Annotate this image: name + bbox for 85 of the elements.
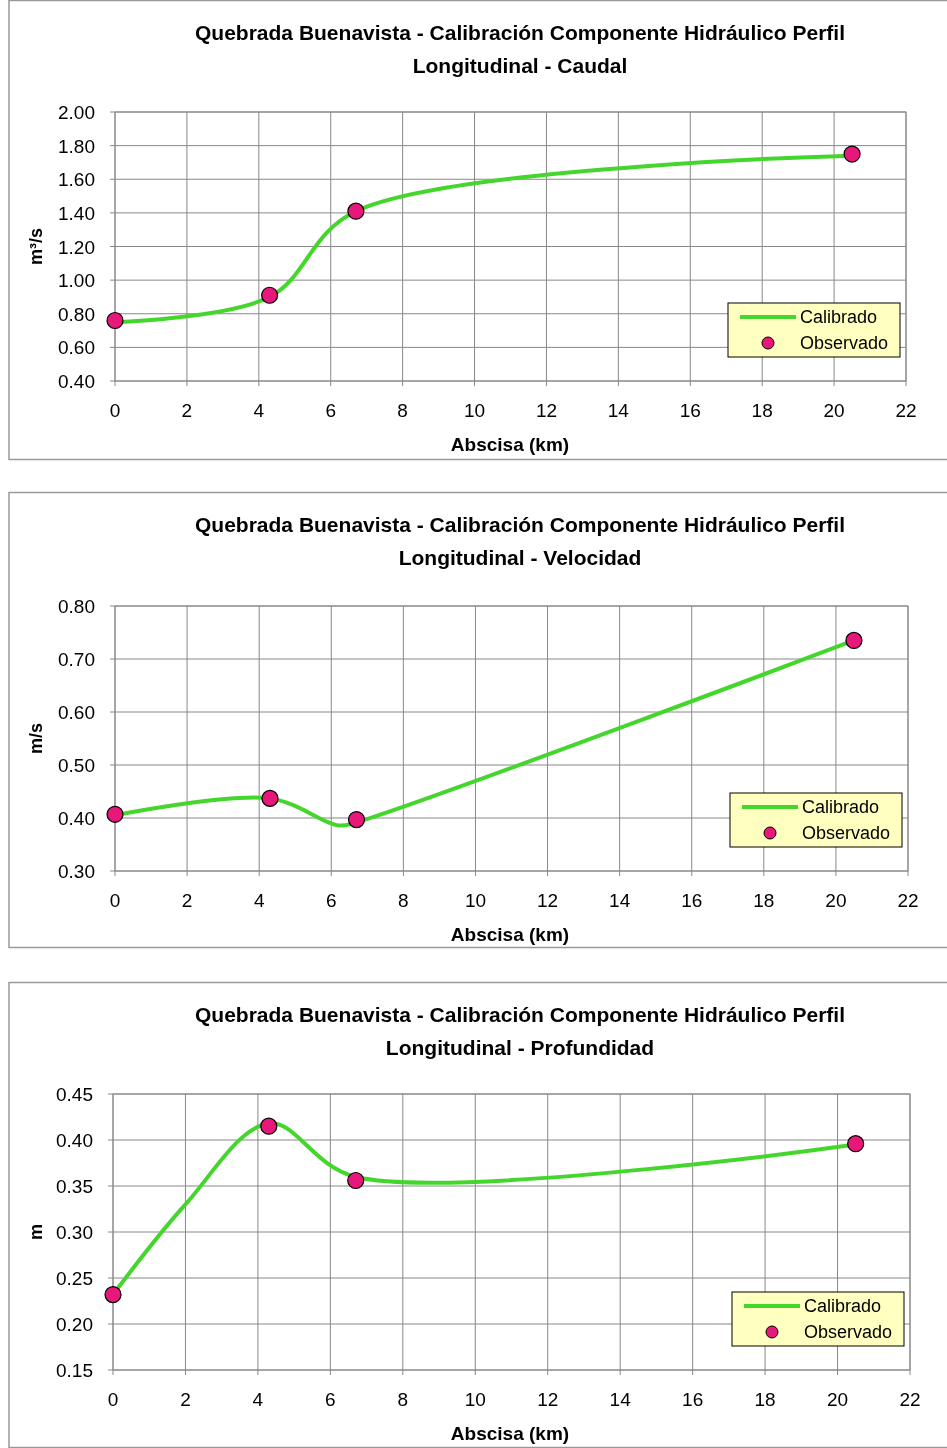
y-tick-label: 0.40	[58, 808, 95, 829]
x-tick-label: 8	[397, 400, 408, 421]
x-tick-label: 14	[607, 400, 630, 421]
x-tick-label: 2	[181, 400, 193, 421]
y-tick-label: 0.25	[56, 1268, 93, 1289]
y-tick-label: 0.30	[56, 1222, 93, 1243]
x-tick-label: 12	[536, 890, 559, 911]
y-tick-label: 1.00	[58, 270, 95, 292]
y-tick-label: 0.50	[58, 755, 95, 776]
x-tick-label: 16	[679, 400, 701, 421]
chart-title: Quebrada Buenavista - Calibración Componente Hidráulico Perfil Longitudinal - Caudal	[195, 21, 845, 77]
x-tick-label: 16	[681, 890, 703, 911]
x-tick-label: 22	[897, 890, 919, 911]
x-tick-label: 2	[181, 890, 193, 911]
point	[260, 1117, 278, 1135]
x-tick-label: 10	[464, 890, 487, 911]
x-tick-label: 0	[107, 1389, 119, 1410]
legend-label: Observado	[802, 823, 891, 843]
point	[347, 1171, 365, 1190]
x-tick-label: 4	[253, 890, 265, 911]
legend-label: Calibrado	[800, 307, 878, 327]
x-tick-label: 18	[753, 890, 775, 911]
x-tick-label: 14	[609, 1389, 632, 1410]
point	[104, 1285, 122, 1304]
x-tick-label: 20	[823, 400, 845, 421]
x-axis-title: Abscisa (km)	[450, 1423, 570, 1444]
x-axis-title: Abscisa (km)	[450, 924, 570, 945]
chart-title: Quebrada Buenavista - Calibración Componente Hidráulico Perfil Longitudinal - Profundidad	[195, 1003, 845, 1059]
x-tick-label: 6	[325, 400, 337, 421]
legend-label: Calibrado	[802, 797, 880, 817]
point	[845, 631, 863, 650]
x-tick-label: 8	[398, 890, 409, 911]
point	[261, 789, 279, 807]
y-tick-label: 0.35	[56, 1176, 93, 1197]
y-tick-label: 0.80	[58, 596, 95, 617]
x-tick-label: 4	[253, 400, 265, 421]
x-tick-label: 12	[537, 1389, 559, 1410]
point	[347, 810, 366, 829]
y-axis-title: m/s	[26, 722, 46, 755]
y-tick-label: 0.70	[58, 649, 95, 670]
y-tick-label: 2.00	[58, 102, 95, 123]
chart-title: Quebrada Buenavista - Calibración Componente Hidráulico Perfil Longitudinal - Velocidad	[195, 513, 845, 569]
point	[843, 145, 861, 163]
x-tick-label: 20	[825, 890, 847, 911]
x-tick-label: 10	[463, 400, 486, 421]
x-axis-title: Abscisa (km)	[450, 434, 570, 455]
y-axis-title: m	[26, 1223, 46, 1241]
y-tick-label: 0.60	[58, 702, 95, 723]
x-tick-label: 12	[535, 400, 558, 421]
x-tick-label: 20	[826, 1389, 849, 1410]
y-tick-label: 1.80	[58, 135, 95, 157]
y-tick-label: 0.45	[56, 1084, 93, 1105]
x-tick-label: 6	[325, 890, 337, 911]
x-tick-label: 0	[109, 400, 121, 421]
x-tick-label: 0	[109, 890, 121, 911]
point	[106, 805, 124, 823]
x-tick-label: 18	[754, 1389, 776, 1410]
legend-label: Calibrado	[804, 1296, 882, 1316]
y-tick-label: 0.15	[56, 1360, 93, 1381]
x-tick-label: 14	[609, 890, 631, 911]
y-tick-label: 0.30	[58, 861, 95, 882]
x-tick-label: 10	[464, 1389, 486, 1410]
point	[847, 1135, 865, 1153]
y-tick-label: 0.20	[56, 1314, 93, 1335]
y-tick-label: 0.60	[58, 337, 95, 359]
point	[261, 286, 279, 304]
legend-label: Observado	[804, 1322, 893, 1342]
y-tick-label: 0.80	[58, 303, 95, 325]
x-tick-label: 8	[397, 1389, 409, 1410]
x-tick-label: 4	[252, 1389, 264, 1410]
x-tick-label: 16	[682, 1389, 704, 1410]
y-axis-title: m³/s	[26, 227, 46, 266]
x-tick-label: 22	[899, 1389, 921, 1410]
x-tick-label: 22	[895, 400, 917, 421]
legend-label: Observado	[800, 333, 889, 353]
y-tick-label: 1.20	[58, 236, 95, 258]
y-tick-label: 1.60	[58, 169, 95, 191]
x-tick-label: 2	[180, 1389, 191, 1410]
point	[347, 202, 365, 220]
y-tick-label: 0.40	[56, 1130, 93, 1151]
x-tick-label: 18	[751, 400, 773, 421]
y-tick-label: 1.40	[58, 202, 95, 224]
y-tick-label: 0.40	[58, 371, 95, 392]
point	[106, 311, 124, 330]
x-tick-label: 6	[325, 1389, 336, 1410]
